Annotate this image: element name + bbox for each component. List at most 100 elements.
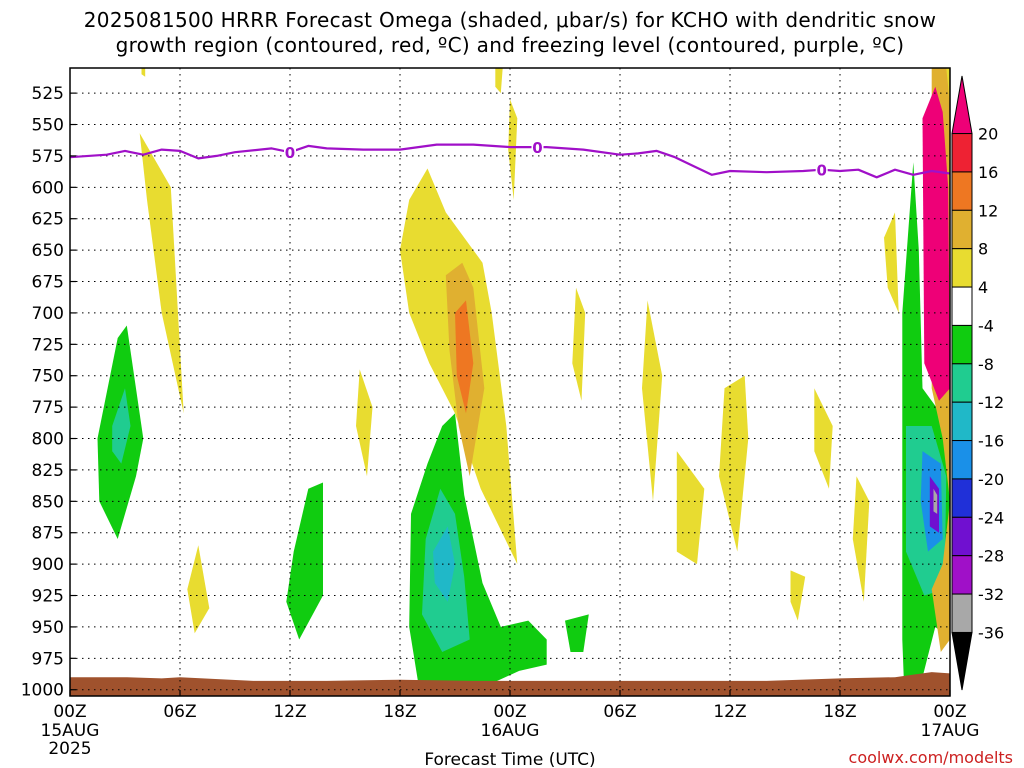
colorbar-label-13: -32 — [978, 585, 1004, 604]
omega-region-18 — [112, 388, 131, 464]
colorbar-label-14: -36 — [978, 623, 1004, 642]
colorbar-label-11: -24 — [978, 508, 1004, 527]
colorbar-band-1 — [951, 133, 973, 173]
colorbar-label-9: -16 — [978, 432, 1004, 451]
x-tick-label-30: 06Z — [603, 702, 636, 722]
y-axis: 525 550 575 600 625 650 675 700 725 750 775 800 825 8… — [21, 84, 76, 701]
omega-region-14 — [852, 476, 870, 602]
y-tick-label-975: 975 — [32, 649, 64, 669]
omega-region-16 — [141, 68, 146, 77]
x-tick-label-24: 00Z — [493, 702, 526, 722]
colorbar-bottom-arrow — [951, 631, 973, 691]
x-tick-label-42: 18Z — [823, 702, 856, 722]
x-tick-label-0: 00Z — [53, 702, 86, 722]
omega-region-2 — [356, 369, 373, 477]
colorbar-top-arrow — [951, 75, 973, 135]
date-label-24-0: 16AUG — [481, 721, 540, 741]
chart-title-line-1: 2025081500 HRRR Forecast Omega (shaded, … — [84, 8, 936, 32]
colorbar-label-3: 12 — [978, 201, 998, 220]
y-tick-label-700: 700 — [32, 304, 64, 324]
y-tick-label-550: 550 — [32, 116, 64, 136]
y-tick-label-925: 925 — [32, 587, 64, 607]
colorbar-band-2 — [951, 171, 973, 211]
x-axis: 00Z 06Z 12Z 18Z 00Z 06Z 12Z 18Z 00Z15AUG202516AU… — [41, 690, 980, 759]
colorbar-label-2: 16 — [978, 163, 998, 182]
x-tick-label-36: 12Z — [713, 702, 746, 722]
colorbar-band-9 — [951, 440, 973, 480]
colorbar-label-6: -4 — [978, 316, 994, 335]
y-tick-label-575: 575 — [32, 147, 64, 167]
y-tick-label-825: 825 — [32, 461, 64, 481]
colorbar-band-8 — [951, 401, 973, 442]
y-tick-label-900: 900 — [32, 555, 64, 575]
y-tick-label-525: 525 — [32, 84, 64, 104]
colorbar-band-7 — [951, 363, 973, 403]
colorbar-band-5 — [951, 286, 973, 326]
omega-region-7 — [495, 68, 503, 94]
colorbar-label-10: -20 — [978, 470, 1004, 489]
omega-region-11 — [719, 375, 749, 552]
colorbar-band-4 — [951, 248, 973, 288]
y-tick-label-625: 625 — [32, 210, 64, 230]
colorbar-label-7: -8 — [978, 355, 994, 374]
y-tick-label-675: 675 — [32, 273, 64, 293]
omega-region-23 — [565, 614, 589, 652]
freezing-label-bg-1 — [531, 139, 544, 156]
date-label-0-0: 15AUG — [41, 721, 100, 741]
colorbar-band-13 — [951, 593, 973, 633]
chart-title: 2025081500 HRRR Forecast Omega (shaded, … — [84, 8, 936, 57]
x-tick-label-12: 12Z — [273, 702, 306, 722]
omega-region-1 — [187, 545, 210, 634]
freezing-level-line — [69, 143, 951, 179]
colorbar-band-12 — [951, 555, 973, 595]
y-tick-label-750: 750 — [32, 367, 64, 387]
omega-region-22 — [433, 526, 455, 602]
x-tick-label-18: 18Z — [383, 702, 416, 722]
omega-shading-layer — [97, 68, 950, 690]
x-tick-label-6: 06Z — [163, 702, 196, 722]
credit-link[interactable]: coolwx.com/modelts — [849, 748, 1013, 767]
y-tick-label-875: 875 — [32, 524, 64, 544]
colorbar-band-6 — [951, 324, 973, 365]
omega-region-31 — [946, 68, 950, 112]
freezing-label-bg-2 — [815, 161, 828, 178]
omega-region-13 — [814, 388, 833, 489]
y-tick-label-950: 950 — [32, 618, 64, 638]
freezing-level-label-0: 0 — [285, 144, 295, 162]
colorbar-label-12: -28 — [978, 547, 1004, 566]
omega-region-19 — [286, 482, 323, 640]
chart-title-line-2: growth region (contoured, red, ºC) and f… — [116, 33, 905, 57]
y-tick-label-800: 800 — [32, 430, 64, 450]
colorbar-label-8: -12 — [978, 393, 1004, 412]
date-label-48-0: 17AUG — [921, 721, 980, 741]
x-axis-title: Forecast Time (UTC) — [424, 750, 595, 768]
colorbar-band-3 — [951, 209, 973, 250]
freezing-level-label-2: 0 — [816, 162, 826, 180]
y-tick-label-775: 775 — [32, 398, 64, 418]
omega-region-0 — [139, 133, 184, 414]
colorbar-label-5: 4 — [978, 278, 988, 297]
freezing-level-label-1: 0 — [532, 139, 542, 157]
date-label-0-1: 2025 — [48, 739, 91, 759]
omega-region-30 — [922, 86, 950, 401]
colorbar: 20 16 12 8 4 -4 -8 -12 -16 -20 -24 -28 -32 -36 — [951, 75, 1004, 691]
omega-region-5 — [455, 300, 474, 414]
y-tick-label-1000: 1000 — [21, 681, 64, 701]
colorbar-band-11 — [951, 516, 973, 557]
colorbar-label-4: 8 — [978, 240, 988, 259]
colorbar-label-1: 20 — [978, 125, 998, 144]
y-tick-label-600: 600 — [32, 178, 64, 198]
omega-region-10 — [676, 451, 705, 565]
omega-region-9 — [642, 300, 663, 502]
y-tick-label-650: 650 — [32, 241, 64, 261]
y-tick-label-850: 850 — [32, 492, 64, 512]
omega-region-15 — [884, 212, 899, 313]
y-tick-label-725: 725 — [32, 335, 64, 355]
x-tick-label-48: 00Z — [933, 702, 966, 722]
colorbar-band-10 — [951, 478, 973, 518]
omega-region-12 — [790, 570, 806, 621]
freezing-label-bg-0 — [284, 144, 296, 161]
freezing-level-layer: 0 0 0 — [69, 139, 951, 180]
grid-layer — [70, 68, 950, 696]
